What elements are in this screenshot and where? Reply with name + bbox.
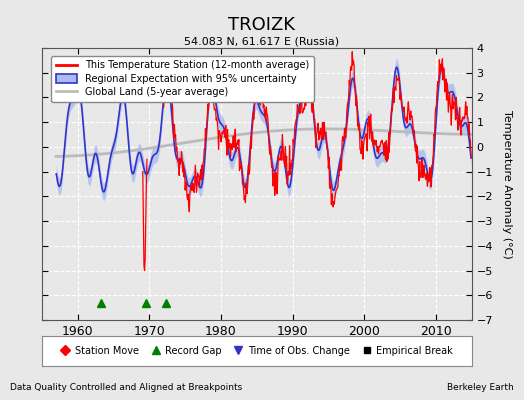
Legend: Station Move, Record Gap, Time of Obs. Change, Empirical Break: Station Move, Record Gap, Time of Obs. C… [58,343,456,359]
Y-axis label: Temperature Anomaly (°C): Temperature Anomaly (°C) [503,110,512,258]
Text: TROIZK: TROIZK [228,16,296,34]
Legend: This Temperature Station (12-month average), Regional Expectation with 95% uncer: This Temperature Station (12-month avera… [51,56,314,102]
Text: 54.083 N, 61.617 E (Russia): 54.083 N, 61.617 E (Russia) [184,36,340,46]
Text: Berkeley Earth: Berkeley Earth [447,383,514,392]
Text: Data Quality Controlled and Aligned at Breakpoints: Data Quality Controlled and Aligned at B… [10,383,243,392]
